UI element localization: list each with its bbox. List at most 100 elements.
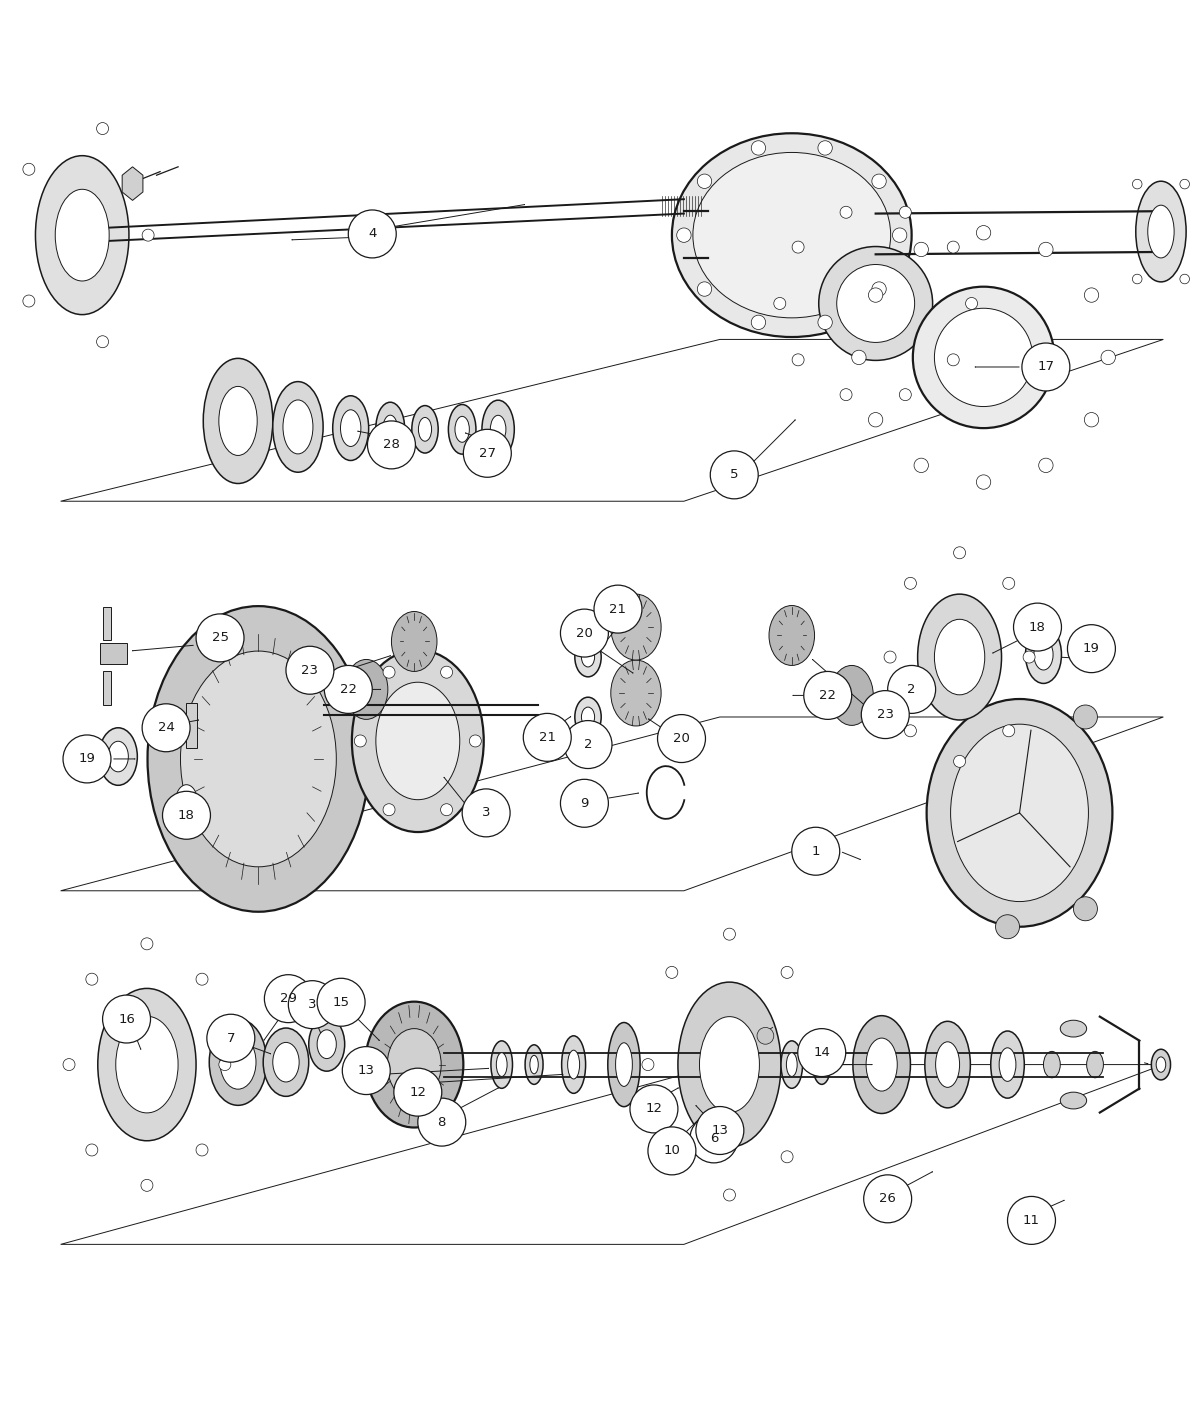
Circle shape	[418, 1098, 466, 1146]
Circle shape	[142, 230, 154, 241]
Circle shape	[1008, 1197, 1056, 1245]
Text: 12: 12	[409, 1086, 426, 1098]
Ellipse shape	[1151, 1049, 1170, 1080]
Ellipse shape	[175, 785, 197, 816]
Ellipse shape	[1087, 1052, 1104, 1077]
Ellipse shape	[575, 637, 601, 677]
Circle shape	[899, 206, 911, 219]
Circle shape	[996, 915, 1020, 939]
Circle shape	[905, 725, 917, 737]
Circle shape	[288, 981, 336, 1029]
Circle shape	[888, 666, 936, 713]
Circle shape	[630, 1084, 678, 1132]
Ellipse shape	[449, 405, 476, 454]
Ellipse shape	[497, 1053, 508, 1076]
Bar	[102, 671, 110, 705]
Text: 3: 3	[308, 998, 317, 1011]
Circle shape	[64, 1059, 76, 1070]
Circle shape	[914, 243, 929, 257]
Text: 21: 21	[539, 730, 556, 744]
Circle shape	[658, 715, 706, 763]
Circle shape	[440, 804, 452, 816]
Ellipse shape	[836, 265, 914, 343]
Circle shape	[206, 1014, 254, 1062]
Ellipse shape	[388, 1029, 442, 1101]
Ellipse shape	[935, 619, 985, 695]
Text: 23: 23	[877, 708, 894, 721]
Circle shape	[792, 354, 804, 365]
Ellipse shape	[412, 406, 438, 453]
Ellipse shape	[611, 660, 661, 726]
Ellipse shape	[926, 699, 1112, 926]
Ellipse shape	[678, 983, 781, 1148]
Circle shape	[440, 666, 452, 678]
Circle shape	[140, 938, 152, 950]
Ellipse shape	[769, 605, 815, 666]
Circle shape	[884, 651, 896, 663]
Circle shape	[342, 1046, 390, 1094]
Ellipse shape	[672, 134, 912, 337]
Text: 11: 11	[1022, 1214, 1040, 1227]
Text: 12: 12	[646, 1103, 662, 1115]
Ellipse shape	[575, 697, 601, 737]
Circle shape	[1085, 288, 1099, 302]
Text: 3: 3	[482, 807, 491, 819]
Circle shape	[954, 756, 966, 767]
Ellipse shape	[812, 1045, 830, 1084]
Text: 15: 15	[332, 995, 349, 1008]
Circle shape	[469, 735, 481, 747]
Ellipse shape	[582, 647, 595, 667]
Ellipse shape	[918, 594, 1002, 721]
Ellipse shape	[866, 1038, 898, 1091]
Ellipse shape	[491, 1041, 512, 1089]
Text: 20: 20	[673, 732, 690, 744]
Ellipse shape	[568, 1050, 580, 1079]
Text: 4: 4	[368, 227, 377, 241]
Ellipse shape	[97, 988, 196, 1141]
Text: 5: 5	[730, 468, 738, 481]
Ellipse shape	[616, 1043, 632, 1086]
Ellipse shape	[781, 1041, 803, 1089]
Ellipse shape	[209, 1019, 266, 1105]
Circle shape	[196, 1144, 208, 1156]
Text: 2: 2	[583, 737, 593, 752]
Text: 7: 7	[227, 1032, 235, 1045]
Ellipse shape	[692, 152, 890, 317]
Circle shape	[523, 713, 571, 761]
Ellipse shape	[341, 410, 361, 447]
Text: 9: 9	[581, 797, 589, 809]
Ellipse shape	[936, 1042, 960, 1087]
Circle shape	[1014, 603, 1062, 651]
Ellipse shape	[376, 402, 404, 454]
Circle shape	[140, 1179, 152, 1191]
Circle shape	[1039, 458, 1054, 472]
Ellipse shape	[148, 606, 370, 912]
Circle shape	[317, 979, 365, 1026]
Ellipse shape	[115, 1017, 178, 1112]
Circle shape	[774, 298, 786, 309]
Ellipse shape	[1026, 626, 1062, 684]
Text: 14: 14	[814, 1046, 830, 1059]
Ellipse shape	[263, 1028, 308, 1097]
Ellipse shape	[344, 660, 388, 719]
Circle shape	[724, 1189, 736, 1201]
Circle shape	[1022, 343, 1070, 391]
Ellipse shape	[376, 682, 460, 799]
Circle shape	[1024, 651, 1036, 663]
Circle shape	[792, 828, 840, 876]
Circle shape	[196, 613, 244, 661]
Ellipse shape	[853, 1015, 911, 1114]
Text: 21: 21	[610, 602, 626, 616]
Circle shape	[23, 164, 35, 175]
Ellipse shape	[1061, 1021, 1087, 1036]
Text: 13: 13	[358, 1065, 374, 1077]
Circle shape	[697, 173, 712, 189]
Circle shape	[86, 973, 98, 986]
Text: 28: 28	[383, 439, 400, 451]
Ellipse shape	[582, 706, 595, 728]
Circle shape	[1180, 274, 1189, 283]
Circle shape	[905, 577, 917, 589]
Circle shape	[1180, 179, 1189, 189]
Ellipse shape	[352, 650, 484, 832]
Circle shape	[818, 141, 833, 155]
